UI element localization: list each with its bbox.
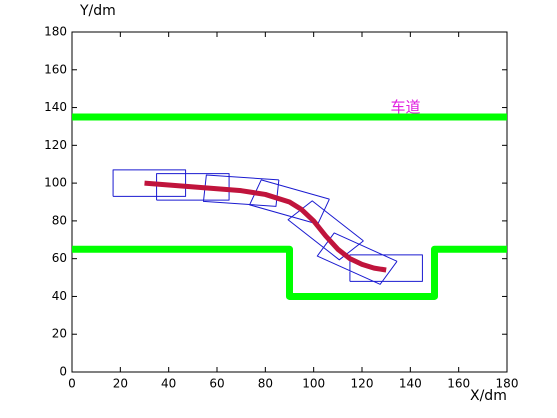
y-tick-label: 120 (44, 138, 67, 152)
y-tick-label: 80 (52, 213, 67, 227)
x-tick-label: 0 (68, 377, 76, 391)
y-axis-label: Y/dm (79, 3, 116, 19)
y-tick-label: 40 (52, 289, 67, 303)
x-tick-label: 60 (209, 377, 224, 391)
series-line (112, 169, 423, 285)
x-tick-label: 180 (496, 377, 519, 391)
y-tick-label: 100 (44, 176, 67, 190)
annotation: 车道 (390, 98, 420, 116)
x-tick-label: 20 (113, 377, 128, 391)
x-tick-label: 140 (399, 377, 422, 391)
x-tick-label: 80 (258, 377, 273, 391)
y-tick-label: 60 (52, 251, 67, 265)
y-tick-label: 140 (44, 100, 67, 114)
x-tick-label: 120 (351, 377, 374, 391)
x-axis-label: X/dm (470, 388, 507, 404)
x-tick-label: 40 (161, 377, 176, 391)
x-tick-label: 100 (302, 377, 325, 391)
y-tick-label: 180 (44, 25, 67, 39)
x-tick-label: 160 (447, 377, 470, 391)
series-line (72, 245, 507, 300)
y-tick-label: 20 (52, 327, 67, 341)
y-tick-label: 0 (59, 365, 67, 379)
y-tick-label: 160 (44, 62, 67, 76)
series-line (144, 180, 387, 273)
